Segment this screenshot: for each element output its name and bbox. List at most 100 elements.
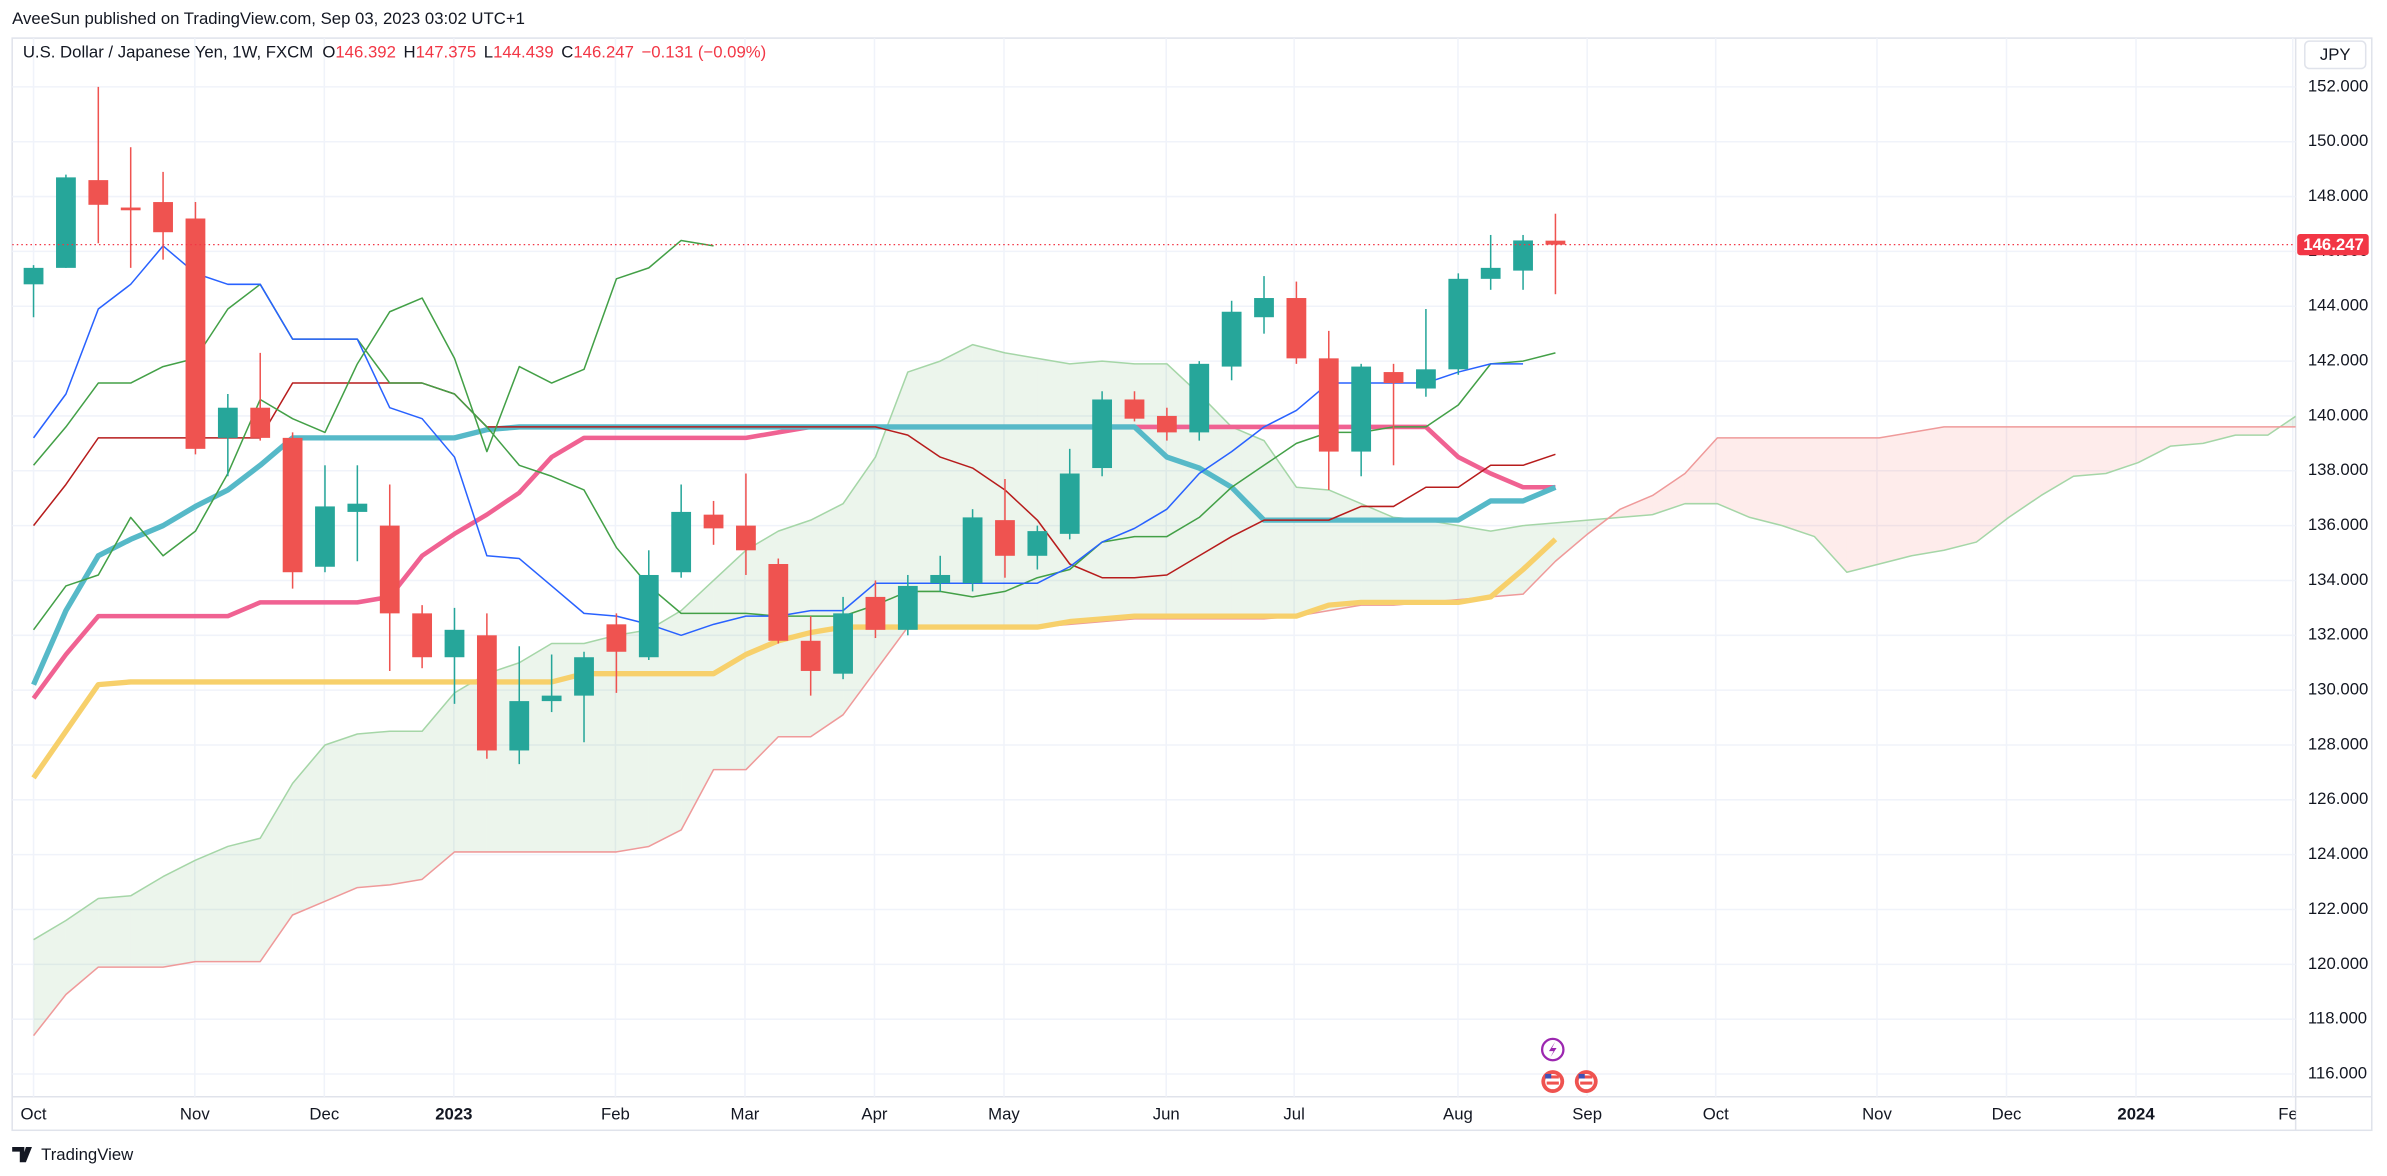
event-flag-canton (1578, 1073, 1585, 1079)
candle-body (1545, 240, 1566, 245)
event-flag-stripe (1580, 1075, 1593, 1079)
ohlc-key: L (484, 43, 493, 62)
cloud-fill (389, 731, 423, 885)
candle-body (1383, 372, 1404, 384)
candle-body (379, 525, 400, 614)
cloud-fill (227, 838, 261, 962)
event-icons[interactable] (1540, 1037, 1598, 1093)
cloud-fill (1231, 426, 1265, 619)
cloud-fill (940, 344, 973, 628)
symbol-legend: U.S. Dollar / Japanese Yen, 1W, FXCM O146… (23, 43, 766, 62)
cloud-fill (1879, 432, 1912, 565)
candle-body (282, 437, 303, 573)
currency-button[interactable] (2304, 40, 2367, 70)
cloud-fill (810, 503, 844, 737)
y-tick-label: 142.000 (2308, 351, 2369, 370)
last-price-label: 146.247 (2303, 235, 2364, 254)
candle-body (250, 407, 271, 438)
x-tick-label: Jun (1153, 1104, 1180, 1123)
candle-body (412, 613, 433, 658)
time-axis: Oct Nov Dec 2023 Feb Mar Apr May Jun Jul Aug Sep Oct… (21, 1104, 2296, 1123)
cloud-fill (130, 876, 164, 968)
cloud-fill (1782, 437, 1815, 537)
x-tick-label: Nov (1862, 1104, 1892, 1123)
candle-body (1221, 311, 1242, 367)
ohlc-key: O (322, 43, 335, 62)
event-flag-canton (1545, 1073, 1552, 1079)
price-axis: 116.000 118.000 120.000 122.000 124.000 126.0… (2297, 76, 2369, 1082)
candle-body (476, 635, 497, 751)
candle-body (120, 207, 141, 211)
candle-body (638, 574, 659, 658)
x-tick-label: Nov (180, 1104, 210, 1123)
y-tick-label: 134.000 (2308, 570, 2369, 589)
x-tick-label: Aug (1443, 1104, 1473, 1123)
candle-body (1416, 369, 1436, 389)
candle-body (833, 613, 853, 674)
y-tick-label: 130.000 (2308, 680, 2369, 699)
y-tick-label: 122.000 (2308, 899, 2369, 918)
price-change: −0.131 (−0.09%) (642, 43, 767, 62)
currency-label[interactable]: JPY (2320, 45, 2351, 64)
y-tick-label: 132.000 (2308, 625, 2369, 644)
grid (12, 38, 2296, 1097)
cloud-fill (33, 920, 66, 1036)
candle-body (1092, 399, 1113, 469)
ohlc-value: 144.439 (493, 43, 554, 62)
candle-body (1189, 363, 1210, 433)
plot-area (12, 86, 2296, 1037)
event-flag-stripe (1580, 1081, 1593, 1085)
x-tick-label: Apr (861, 1104, 887, 1123)
logo-text: TradingView (41, 1145, 134, 1164)
y-tick-label: 128.000 (2308, 734, 2369, 753)
candle-body (88, 180, 109, 205)
cloud-fill (324, 734, 358, 902)
cloud-fill (2235, 426, 2268, 436)
cloud-fill (1976, 426, 2009, 543)
candle-body (897, 585, 918, 630)
cloud-fill (2170, 426, 2204, 447)
cloud-fill (2008, 426, 2042, 518)
candle-body (1124, 399, 1145, 419)
x-tick-label: Feb (601, 1104, 630, 1123)
y-tick-label: 150.000 (2308, 131, 2369, 150)
candle-body (1318, 358, 1339, 452)
candle-body (347, 503, 368, 512)
candle-body (1351, 366, 1372, 452)
symbol-title: U.S. Dollar / Japanese Yen, 1W, FXCM (23, 43, 313, 62)
cloud-fill (616, 629, 649, 852)
candle-body (153, 202, 173, 233)
candle-body (444, 629, 465, 658)
candle-body (671, 511, 692, 573)
y-tick-label: 118.000 (2308, 1009, 2367, 1028)
candle-body (509, 701, 530, 751)
cloud-fill (195, 846, 228, 962)
candle-body (541, 695, 562, 702)
cloud-fill (163, 860, 196, 968)
x-tick-label: Jul (1283, 1104, 1304, 1123)
candle-body (703, 514, 724, 529)
cloud-fill (1846, 437, 1880, 573)
candle-body (1254, 298, 1274, 318)
cloud-fill (1393, 517, 1426, 606)
candle-body (736, 525, 756, 551)
x-tick-label: May (988, 1104, 1020, 1123)
y-tick-label: 148.000 (2308, 186, 2369, 205)
cloud-fill (1911, 426, 1945, 556)
candle-body (1513, 240, 1533, 271)
y-tick-label: 120.000 (2308, 954, 2369, 973)
cloud-fill (1814, 437, 1847, 573)
leading-span-b (32, 426, 2296, 1037)
ohlc-value: 147.375 (416, 43, 477, 62)
candle-body (185, 218, 206, 449)
x-tick-label: 2024 (2117, 1104, 2155, 1123)
cloud-fill (65, 898, 99, 995)
event-icon-glyph (1548, 1041, 1557, 1058)
candle-body (1480, 267, 1501, 279)
y-tick-label: 152.000 (2308, 76, 2369, 95)
x-tick-label: Dec (1992, 1104, 2022, 1123)
candle-body (800, 640, 821, 671)
ohlc-value: 146.392 (335, 43, 396, 62)
cloud-fill (1199, 394, 1232, 619)
event-flag-stripe (1546, 1075, 1559, 1079)
